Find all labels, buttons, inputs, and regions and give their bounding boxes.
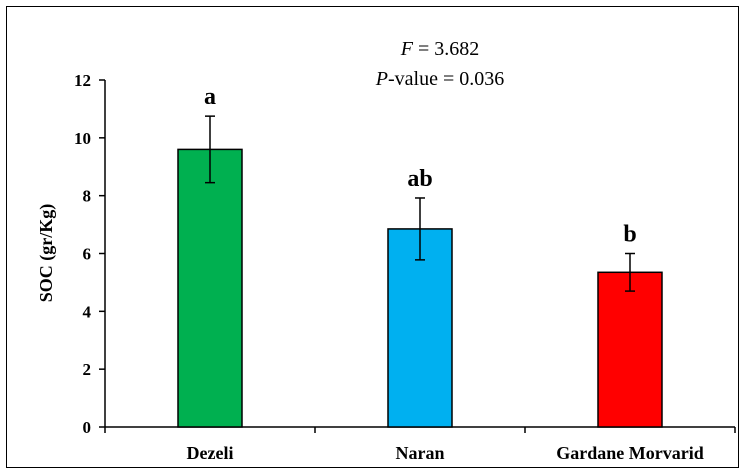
f-value: = 3.682 [413, 38, 479, 60]
y-tick-label: 10 [74, 129, 91, 148]
p-text: -value = 0.036 [388, 68, 504, 90]
y-tick-label: 0 [83, 418, 92, 437]
bars [178, 116, 662, 427]
f-statistic: F = 3.682 [400, 38, 480, 60]
y-tick-label: 2 [83, 360, 92, 379]
x-category-label: Gardane Morvarid [556, 443, 703, 463]
y-tick-label: 12 [74, 71, 91, 90]
x-category-label: Dezeli [187, 443, 234, 463]
significance-letter: b [623, 222, 636, 248]
significance-letter: a [204, 84, 216, 110]
bar[interactable] [178, 149, 242, 427]
y-axis-label: SOC (gr/Kg) [36, 204, 57, 303]
p-symbol: P [375, 68, 388, 90]
x-category-label: Naran [396, 443, 445, 463]
y-tick-label: 6 [83, 245, 92, 264]
bar[interactable] [598, 272, 662, 427]
p-value: P-value = 0.036 [375, 68, 504, 90]
f-symbol: F [400, 38, 414, 60]
significance-letter: ab [407, 166, 432, 192]
y-tick-label: 4 [83, 302, 92, 321]
y-tick-label: 8 [83, 187, 92, 206]
